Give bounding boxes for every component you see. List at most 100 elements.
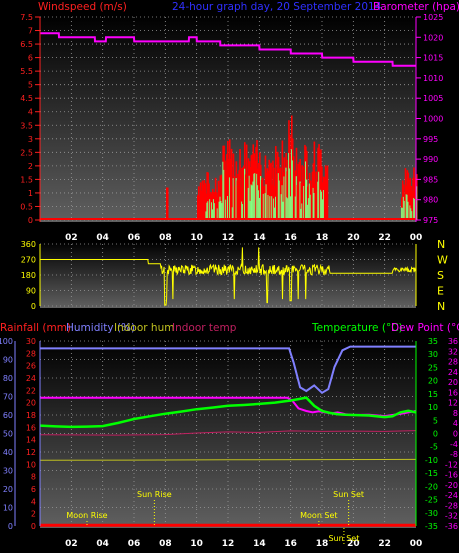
temp-x-tick: 08	[159, 539, 172, 549]
wind-avg-bar	[258, 190, 260, 220]
dew-y-tick: -8	[450, 450, 458, 459]
wind-gust-bar	[238, 170, 240, 220]
wind-gust-bar	[298, 162, 301, 220]
wind-avg-bar	[291, 160, 294, 220]
wind-gust-bar	[229, 158, 232, 220]
wind-avg-bar	[267, 194, 269, 220]
wind-y-tick: 7	[28, 27, 33, 36]
wind-avg-bar	[247, 187, 249, 220]
baro-y-tick: 975	[423, 216, 438, 225]
wind-gust-bar	[215, 192, 218, 220]
wind-avg-bar	[308, 183, 311, 220]
wind-avg-bar	[232, 178, 234, 220]
wind-y-tick: 5	[28, 81, 33, 90]
temp-x-tick: 04	[96, 539, 109, 549]
wind-gust-bar	[242, 167, 244, 220]
wind-avg-bar	[241, 201, 243, 220]
dir-y-tick: 270	[21, 256, 36, 265]
hum-y-tick: 50	[3, 430, 13, 439]
wind-avg-bar	[322, 199, 324, 220]
wind-gust-bar	[310, 186, 313, 220]
wind-gust-bar	[241, 167, 243, 220]
wind-gust-bar	[240, 187, 242, 220]
wind-avg-bar	[253, 173, 255, 220]
dir-y-tick: 0	[31, 302, 36, 311]
temp-axis-label: Temperature (°C)	[311, 322, 403, 334]
wind-avg-bar	[282, 201, 284, 220]
wind-avg-bar	[406, 194, 408, 220]
wind-x-tick: 22	[378, 233, 391, 243]
rain-y-tick: 0	[31, 522, 36, 531]
baro-y-tick: 1025	[423, 13, 443, 22]
dew-y-tick: 4	[453, 419, 458, 428]
wind-avg-bar	[290, 149, 293, 220]
compass-label: W	[437, 254, 448, 267]
wind-avg-bar	[275, 196, 277, 220]
wind-y-tick: 1	[28, 189, 33, 198]
dew-y-tick: 24	[448, 368, 458, 377]
hum-y-tick: 100	[0, 337, 13, 346]
dew-y-tick: 32	[448, 347, 458, 356]
baro-y-tick: 985	[423, 175, 438, 184]
rain-y-tick: 14	[26, 436, 36, 445]
rain-y-tick: 28	[26, 349, 36, 358]
wind-x-tick: 20	[347, 233, 360, 243]
wind-x-tick: 02	[65, 233, 78, 243]
wind-gust-bar	[207, 172, 209, 220]
wind-avg-bar	[252, 181, 254, 220]
compass-label: E	[437, 285, 444, 298]
temperature-line	[39, 396, 417, 429]
wind-gust-bar	[270, 162, 272, 220]
dew-y-tick: -24	[445, 491, 458, 500]
wind-y-tick: 1.5	[20, 175, 33, 184]
dew-y-tick: -4	[450, 440, 458, 449]
indoor-temp-line	[39, 430, 417, 436]
wind-y-tick: 6.5	[20, 40, 33, 49]
wind-avg-bar	[219, 196, 221, 220]
dew-y-tick: 36	[448, 337, 458, 346]
wind-gust-bar	[245, 144, 248, 220]
temp-x-tick: 02	[65, 539, 78, 549]
wind-gust-bar	[401, 180, 404, 220]
wind-avg-bar	[285, 167, 287, 220]
wind-gust-bar	[282, 171, 285, 220]
wind-gust-bar	[292, 156, 295, 220]
wind-gust-bar	[204, 183, 207, 220]
wind-avg-bar	[254, 173, 256, 220]
wind-y-tick: 3	[28, 135, 33, 144]
wind-x-tick: 12	[222, 233, 235, 243]
wind-avg-bar	[301, 203, 303, 220]
temp-x-tick: 10	[190, 539, 203, 549]
dew-y-tick: 0	[453, 430, 458, 439]
wind-avg-bar	[303, 185, 305, 220]
wind-avg-bar	[411, 211, 413, 220]
wind-gust-bar	[319, 151, 321, 220]
wind-gust-bar	[404, 168, 407, 220]
wind-avg-bar	[259, 176, 262, 220]
temp-x-tick: 16	[284, 539, 297, 549]
wind-gust-bar	[220, 174, 223, 220]
rain-y-tick: 2	[31, 510, 36, 519]
wind-avg-bar	[414, 198, 416, 220]
wind-gust-bar	[199, 182, 202, 220]
wind-gust-bar	[304, 144, 306, 220]
wind-gust-bar	[208, 183, 210, 220]
indoor-hum-line	[39, 458, 417, 461]
rain-y-tick: 30	[26, 337, 36, 346]
wind-gust-bar	[221, 181, 224, 220]
rain-y-tick: 24	[26, 374, 36, 383]
wind-x-tick: 10	[190, 233, 203, 243]
wind-gust-bar	[206, 172, 208, 220]
hum-y-tick: 60	[3, 411, 13, 420]
wind-y-tick: 5.5	[20, 67, 33, 76]
wind-avg-bar	[320, 189, 322, 220]
temp-y-tick: -35	[425, 522, 438, 531]
wind-gust-bar	[244, 174, 247, 220]
wind-gust-bar	[255, 147, 257, 220]
wind-avg-bar	[248, 175, 250, 220]
wind-gust-bar	[294, 170, 297, 220]
wind-avg-bar	[235, 178, 237, 220]
wind-avg-bar	[290, 196, 292, 220]
wind-gust-bar	[198, 196, 201, 220]
wind-gust-bar	[275, 146, 277, 220]
